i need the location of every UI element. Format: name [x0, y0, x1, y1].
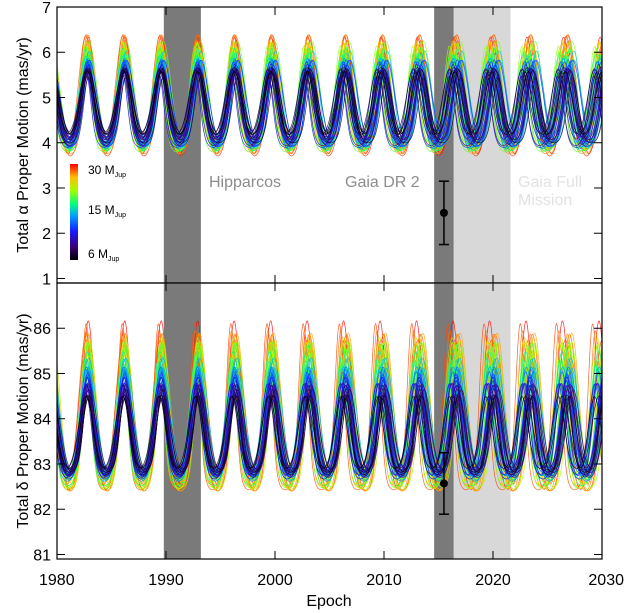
measurement-point-top — [439, 208, 448, 217]
ytick-label-top-6: 6 — [42, 45, 51, 62]
orbit-curve-top-43 — [57, 71, 602, 147]
orbit-curve-bottom-53 — [57, 388, 602, 471]
label-gaia-dr2: Gaia DR 2 — [345, 174, 420, 191]
xtick-label-2020: 2020 — [475, 572, 511, 589]
orbit-curve-top-2 — [57, 40, 602, 157]
y-ticks-bottom: 81 82 83 84 85 86 — [33, 321, 602, 564]
ytick-label-top-7: 7 — [42, 0, 51, 17]
orbit-curve-bottom-56 — [57, 395, 602, 473]
ytick-label-top-4: 4 — [42, 136, 51, 153]
orbit-curve-bottom-8 — [57, 339, 602, 492]
curves-top — [57, 34, 602, 157]
xtick-label-2000: 2000 — [257, 572, 293, 589]
orbit-curve-bottom-57 — [57, 398, 602, 475]
ytick-label-bottom-84: 84 — [33, 412, 51, 429]
label-hipparcos: Hipparcos — [209, 174, 281, 191]
ylabel-top: Total α Proper Motion (mas/yr) — [15, 37, 32, 253]
label-gaia-full-line2: Mission — [518, 192, 572, 209]
colorbar-label-15: 15 MJup — [88, 203, 126, 219]
ytick-label-top-3: 3 — [42, 181, 51, 198]
ytick-label-top-5: 5 — [42, 90, 51, 107]
orbit-curve-bottom-51 — [57, 384, 602, 469]
orbit-curve-top-6 — [57, 47, 602, 155]
orbit-curve-top-25 — [57, 52, 602, 151]
colorbar-bar — [70, 164, 78, 260]
xtick-label-1980: 1980 — [39, 572, 75, 589]
ytick-label-bottom-86: 86 — [33, 321, 51, 338]
orbit-curve-top-56 — [57, 69, 602, 135]
orbit-curve-top-35 — [57, 60, 602, 146]
measurement-point-bottom — [439, 479, 448, 488]
ytick-label-top-1: 1 — [42, 271, 51, 288]
colorbar-label-6: 6 MJup — [88, 247, 119, 263]
ylabel-bottom: Total δ Proper Motion (mas/yr) — [15, 313, 32, 528]
orbit-curve-top-49 — [57, 70, 602, 143]
xtick-label-1990: 1990 — [148, 572, 184, 589]
colorbar: 30 MJup 15 MJup 6 MJup — [70, 163, 126, 263]
orbit-curve-top-22 — [57, 53, 602, 152]
ytick-label-bottom-82: 82 — [33, 502, 51, 519]
ytick-label-bottom-85: 85 — [33, 366, 51, 383]
frame-bottom — [56, 282, 603, 560]
xtick-label-2030: 2030 — [588, 572, 624, 589]
x-axis-label: Epoch — [306, 593, 351, 610]
label-gaia-full-line1: Gaia Full — [518, 174, 582, 191]
ytick-label-top-2: 2 — [42, 226, 51, 243]
orbit-curve-bottom-23 — [57, 364, 602, 487]
measurement-bottom — [438, 451, 449, 515]
panel-bottom: 81 82 83 84 85 86 Total δ Proper Motion (mas/… — [15, 282, 603, 564]
orbit-curve-bottom-34 — [57, 368, 602, 482]
orbit-curve-bottom-59 — [57, 396, 602, 469]
colorbar-label-30: 30 MJup — [88, 163, 126, 179]
xtick-label-2010: 2010 — [366, 572, 402, 589]
curves-bottom — [57, 320, 602, 492]
measurement-top — [438, 180, 449, 246]
orbit-curve-top-58 — [57, 71, 602, 136]
x-tick-labels: 1980 1990 2000 2010 2020 2030 — [39, 572, 624, 589]
panel-top: Hipparcos Gaia DR 2 Gaia Full Mission 1 2… — [15, 0, 603, 288]
orbit-curve-top-59 — [57, 71, 602, 135]
orbit-curve-top-47 — [57, 69, 602, 146]
orbit-curve-bottom-54 — [57, 389, 602, 470]
orbit-curve-top-57 — [57, 77, 602, 144]
ytick-label-bottom-81: 81 — [33, 547, 51, 564]
ytick-label-bottom-83: 83 — [33, 457, 51, 474]
